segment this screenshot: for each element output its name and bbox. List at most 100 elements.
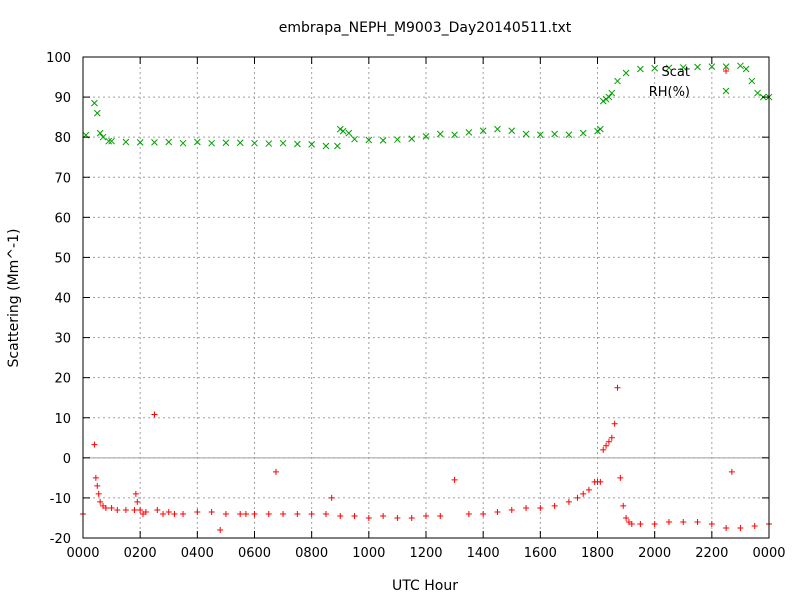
y-tick-label: 100 — [46, 51, 71, 66]
data-point — [622, 69, 630, 77]
data-point — [328, 494, 335, 501]
legend-marker — [722, 87, 730, 95]
data-point — [217, 526, 224, 533]
x-tick-label: 1600 — [524, 546, 557, 561]
data-point — [365, 514, 372, 521]
data-point — [242, 510, 249, 517]
data-point — [99, 133, 107, 141]
data-point — [279, 139, 287, 147]
data-point — [108, 504, 115, 511]
x-tick-label: 0200 — [124, 546, 157, 561]
data-point — [308, 141, 316, 148]
data-point — [91, 441, 98, 448]
data-point — [608, 434, 615, 441]
data-point — [394, 514, 401, 521]
data-point — [608, 89, 616, 97]
data-point — [508, 127, 516, 135]
data-point — [142, 508, 149, 515]
data-point — [600, 446, 607, 453]
data-point — [322, 510, 329, 517]
data-point — [322, 142, 330, 150]
data-point — [222, 139, 230, 147]
data-point — [131, 506, 138, 513]
data-point — [754, 89, 761, 97]
data-point — [574, 494, 581, 501]
data-point — [537, 504, 544, 511]
data-point — [408, 135, 416, 143]
data-point — [605, 438, 612, 445]
data-point — [708, 63, 716, 70]
data-point — [737, 524, 744, 531]
data-point — [665, 64, 673, 72]
data-point — [154, 506, 161, 513]
data-point — [408, 514, 415, 521]
data-point — [365, 136, 373, 144]
y-tick-label: 0 — [63, 452, 71, 467]
data-point — [737, 62, 744, 70]
series-group — [80, 62, 773, 533]
data-point — [451, 476, 458, 483]
data-point — [132, 490, 139, 497]
data-point — [565, 131, 573, 139]
data-point — [380, 512, 387, 519]
legend-label: RH(%) — [649, 85, 690, 100]
data-point — [337, 512, 344, 519]
data-point — [623, 514, 630, 521]
data-point — [611, 420, 618, 427]
data-point — [222, 510, 229, 517]
data-point — [394, 136, 401, 143]
data-point — [614, 77, 621, 85]
y-tick-label: 10 — [54, 412, 71, 427]
data-point — [251, 139, 258, 147]
x-tick-label: 1000 — [352, 546, 385, 561]
data-point — [722, 63, 730, 70]
data-point — [194, 508, 201, 515]
data-point — [136, 139, 144, 146]
x-tick-label: 1400 — [467, 546, 500, 561]
data-point — [422, 133, 430, 140]
data-point — [193, 138, 201, 146]
legend: Scat RH(%) — [649, 65, 730, 100]
y-tick-label: 60 — [54, 211, 71, 226]
data-point — [597, 478, 604, 485]
data-point — [594, 127, 601, 135]
data-point — [92, 474, 99, 481]
y-tick-label: 80 — [54, 131, 71, 146]
axes: 0000 0200 0400 0600 0800 1000 1200 1400 1600 1800… — [46, 51, 785, 561]
data-point — [494, 508, 501, 515]
y-tick-label: -10 — [50, 492, 71, 507]
data-point — [536, 131, 544, 139]
data-point — [585, 486, 592, 493]
data-point — [251, 510, 258, 517]
data-point — [665, 518, 672, 525]
data-point — [437, 512, 444, 519]
data-point — [339, 127, 347, 135]
data-point — [614, 384, 621, 391]
legend-label: Scat — [662, 65, 690, 80]
data-point — [480, 510, 487, 517]
data-point — [108, 137, 115, 145]
data-point — [345, 129, 353, 137]
x-tick-label: 0800 — [295, 546, 328, 561]
data-point — [265, 140, 273, 147]
y-axis-label: Scattering (Mm^-1) — [6, 229, 22, 368]
data-point — [742, 65, 750, 73]
data-point — [114, 506, 121, 513]
data-point — [637, 520, 644, 527]
data-point — [728, 468, 735, 475]
data-point — [602, 95, 610, 103]
data-point — [379, 137, 387, 144]
x-tick-label: 2000 — [638, 546, 671, 561]
data-point — [465, 129, 473, 136]
data-point — [151, 411, 158, 418]
data-point — [680, 518, 687, 525]
data-point — [334, 142, 341, 150]
data-point — [579, 129, 587, 137]
data-point — [637, 65, 644, 73]
series-scat — [80, 384, 772, 533]
data-point — [351, 135, 358, 143]
data-point — [651, 520, 658, 527]
data-point — [451, 131, 458, 139]
x-tick-label: 1800 — [581, 546, 614, 561]
data-point — [679, 64, 687, 71]
